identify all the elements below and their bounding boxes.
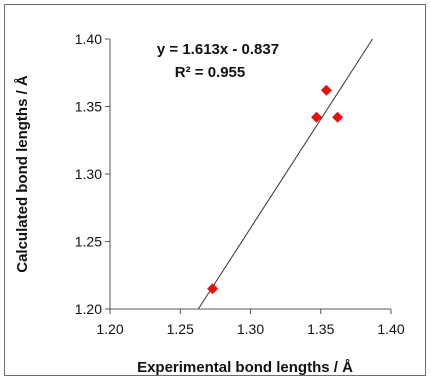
data-point xyxy=(311,111,323,123)
y-tick-label: 1.35 xyxy=(75,99,102,115)
x-tick-label: 1.25 xyxy=(167,321,194,337)
y-tick-label: 1.40 xyxy=(75,31,102,47)
data-point xyxy=(332,111,344,123)
x-tick-label: 1.30 xyxy=(237,321,264,337)
y-tick-label: 1.20 xyxy=(75,301,102,317)
data-point xyxy=(320,84,332,96)
data-point xyxy=(207,283,219,295)
y-tick-label: 1.25 xyxy=(75,234,102,250)
plot-area: 1.20 1.25 1.30 1.35 1.40 1.20 1.25 1.30 1.35 1.40 xyxy=(75,31,405,337)
x-tick-label: 1.40 xyxy=(377,321,404,337)
x-tick-label: 1.35 xyxy=(307,321,334,337)
x-axis-title: Experimental bond lengths / Å xyxy=(137,359,353,376)
y-axis-title: Calculated bond lengths / Å xyxy=(14,75,31,273)
trendline-equation: y = 1.613x - 0.837 xyxy=(157,41,279,58)
trendline xyxy=(197,38,373,310)
x-tick-label: 1.20 xyxy=(96,321,123,337)
y-tick-label: 1.30 xyxy=(75,166,102,182)
r-squared-label: R² = 0.955 xyxy=(175,64,245,81)
